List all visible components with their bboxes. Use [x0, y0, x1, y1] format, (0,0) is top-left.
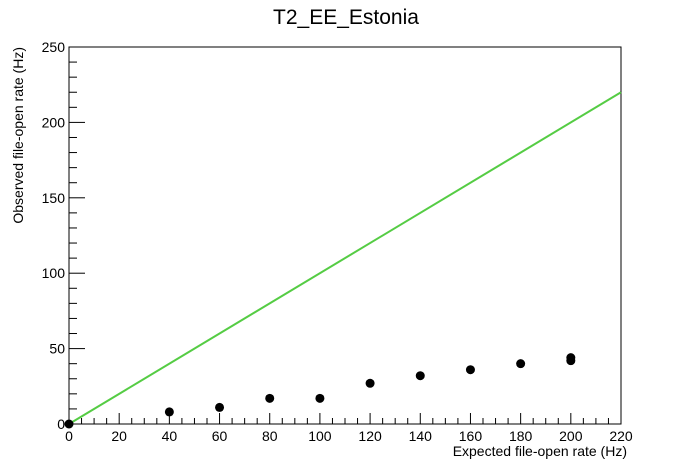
data-point — [365, 378, 375, 388]
x-tick-label: 200 — [559, 428, 583, 444]
y-tick-label: 150 — [42, 190, 66, 206]
x-tick-label: 40 — [162, 428, 178, 444]
reference-line — [68, 91, 622, 425]
x-axis-label: Expected file-open rate (Hz) — [453, 443, 627, 459]
data-point — [64, 419, 74, 429]
x-tick-label: 220 — [609, 428, 633, 444]
data-point — [516, 359, 526, 369]
x-tick-label: 120 — [358, 428, 382, 444]
data-point — [415, 371, 425, 381]
y-tick-label: 100 — [42, 265, 66, 281]
y-tick-label: 250 — [42, 39, 66, 55]
y-tick-label: 0 — [57, 416, 65, 432]
x-tick-label: 140 — [409, 428, 433, 444]
x-tick-label: 60 — [212, 428, 228, 444]
reference-line-group — [68, 91, 622, 425]
data-point — [465, 365, 475, 375]
x-tick-label: 180 — [509, 428, 533, 444]
chart-title: T2_EE_Estonia — [273, 6, 419, 29]
data-point — [215, 402, 225, 412]
data-point — [566, 353, 576, 363]
x-tick-label: 0 — [65, 428, 73, 444]
plot-frame — [68, 46, 622, 425]
data-point — [164, 407, 174, 417]
y-axis-label: Observed file-open rate (Hz) — [10, 47, 26, 224]
x-tick-label: 100 — [308, 428, 332, 444]
x-tick-label: 20 — [111, 428, 127, 444]
x-tick-label: 80 — [262, 428, 278, 444]
x-axis: 0 20 40 60 80 100 120 140 160 180 200 220 — [65, 413, 633, 444]
y-tick-label: 200 — [42, 114, 66, 130]
data-points — [64, 353, 576, 429]
data-point — [265, 393, 275, 403]
y-axis: 0 50 100 150 200 250 — [42, 39, 85, 432]
x-tick-label: 160 — [459, 428, 483, 444]
y-tick-label: 50 — [49, 341, 65, 357]
data-point — [315, 393, 325, 403]
